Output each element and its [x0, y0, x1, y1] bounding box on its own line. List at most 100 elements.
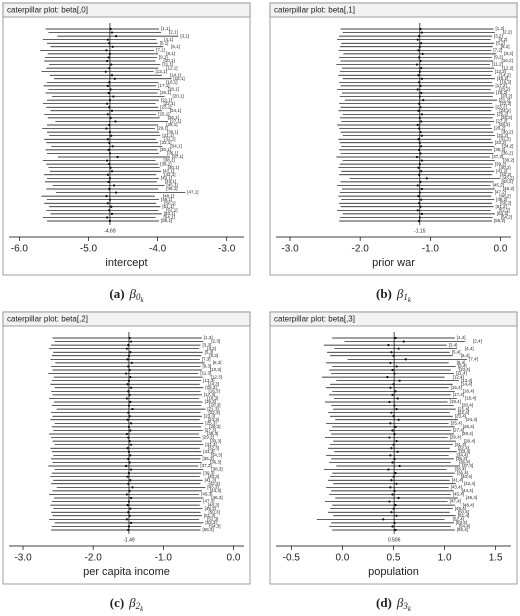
row-label: [26,4]: [463, 424, 474, 429]
point: [395, 365, 398, 368]
point: [418, 116, 421, 119]
point: [126, 475, 129, 478]
caption-label: (d): [376, 595, 392, 610]
point: [391, 461, 394, 464]
point: [127, 379, 131, 382]
row-label: [22,3]: [209, 410, 220, 415]
point: [416, 88, 419, 91]
row-label: [36,4]: [459, 460, 470, 465]
point: [395, 440, 398, 443]
row-label: [6,1]: [171, 44, 180, 49]
point: [393, 489, 396, 492]
row-label: [22,4]: [458, 410, 469, 415]
caption-subsub: k: [408, 296, 412, 304]
panel: caterpillar plot: beta[,2] -1.49 [1,3][2,3…: [2, 311, 251, 613]
row-label: [34,3]: [211, 453, 222, 458]
row-label: [51,3]: [204, 513, 215, 518]
row-label: [50,3]: [209, 509, 220, 514]
point: [389, 386, 392, 389]
point: [418, 81, 421, 84]
row-label: [10,1]: [164, 58, 175, 63]
point: [115, 191, 118, 194]
row-label: [21,2]: [499, 97, 510, 102]
row-label: [4,3]: [207, 346, 216, 351]
row-label: [36,3]: [210, 460, 221, 465]
row-label: [49,3]: [205, 506, 216, 511]
x-tick-label: -0.5: [283, 553, 301, 564]
point: [420, 187, 424, 191]
row-label: [55,2]: [494, 218, 505, 223]
point: [391, 393, 394, 396]
point: [390, 511, 393, 514]
point: [112, 184, 116, 187]
row-label: [12,2]: [502, 65, 513, 70]
row-label: [19,3]: [205, 399, 216, 404]
point: [419, 84, 422, 87]
point: [422, 99, 425, 102]
point: [418, 173, 421, 176]
point: [418, 102, 421, 105]
row-label: [18,2]: [499, 87, 510, 92]
point: [128, 336, 131, 340]
caption-subsub: k: [140, 605, 144, 613]
row-label: [29,4]: [450, 435, 461, 440]
row-label: [7,4]: [469, 357, 478, 362]
x-tick-label: -1.0: [155, 553, 173, 564]
point: [419, 59, 422, 63]
point: [129, 507, 132, 510]
point: [129, 521, 133, 524]
point: [127, 365, 130, 368]
point: [387, 468, 390, 471]
point: [128, 415, 131, 418]
row-label: [8,1]: [166, 51, 175, 56]
row-label: [11,2]: [492, 62, 503, 67]
point: [108, 198, 112, 201]
row-label: [25,3]: [205, 421, 216, 426]
row-label: [44,2]: [501, 179, 512, 184]
row-label: [14,1]: [170, 72, 181, 77]
row-label: [32,4]: [458, 445, 469, 450]
row-label: [17,3]: [204, 392, 215, 397]
row-label: [43,3]: [207, 485, 218, 490]
row-label: [15,4]: [451, 385, 462, 390]
panel: caterpillar plot: beta[,1] -1.15 [1,2][2,2…: [269, 2, 518, 304]
point: [417, 195, 420, 198]
row-label: [27,1]: [170, 119, 181, 124]
row-label: [53,2]: [497, 211, 508, 216]
point: [419, 106, 422, 109]
row-label: [40,2]: [499, 165, 510, 170]
row-label: [50,1]: [164, 200, 175, 205]
point: [397, 418, 400, 421]
point: [125, 493, 128, 496]
row-label: [9,1]: [159, 55, 168, 60]
row-label: [18,3]: [207, 396, 218, 401]
row-label: [53,4]: [456, 520, 467, 525]
row-label: [55,1]: [161, 218, 172, 223]
reference-label: 0.506: [388, 537, 401, 543]
row-label: [15,2]: [497, 76, 508, 81]
point: [105, 195, 108, 198]
point: [108, 99, 112, 102]
reference-label: -1.49: [123, 537, 135, 543]
row-label: [3,3]: [203, 342, 212, 347]
point: [419, 205, 422, 208]
row-label: [18,1]: [168, 87, 179, 92]
row-label: [31,4]: [455, 442, 466, 447]
point: [418, 127, 421, 130]
row-label: [13,1]: [155, 69, 166, 74]
point: [418, 141, 421, 144]
row-label: [41,3]: [205, 477, 216, 482]
x-tick-label: 0.0: [335, 553, 349, 564]
point: [125, 518, 128, 521]
point: [125, 397, 128, 400]
point: [389, 422, 392, 425]
point: [392, 443, 395, 446]
row-label: [2,3]: [211, 339, 220, 344]
row-label: [30,3]: [210, 438, 221, 443]
row-label: [39,3]: [203, 470, 214, 475]
point: [404, 358, 407, 361]
row-label: [20,1]: [173, 94, 184, 99]
row-label: [32,3]: [208, 445, 219, 450]
caption-subsub: k: [408, 605, 412, 613]
point: [108, 106, 111, 109]
